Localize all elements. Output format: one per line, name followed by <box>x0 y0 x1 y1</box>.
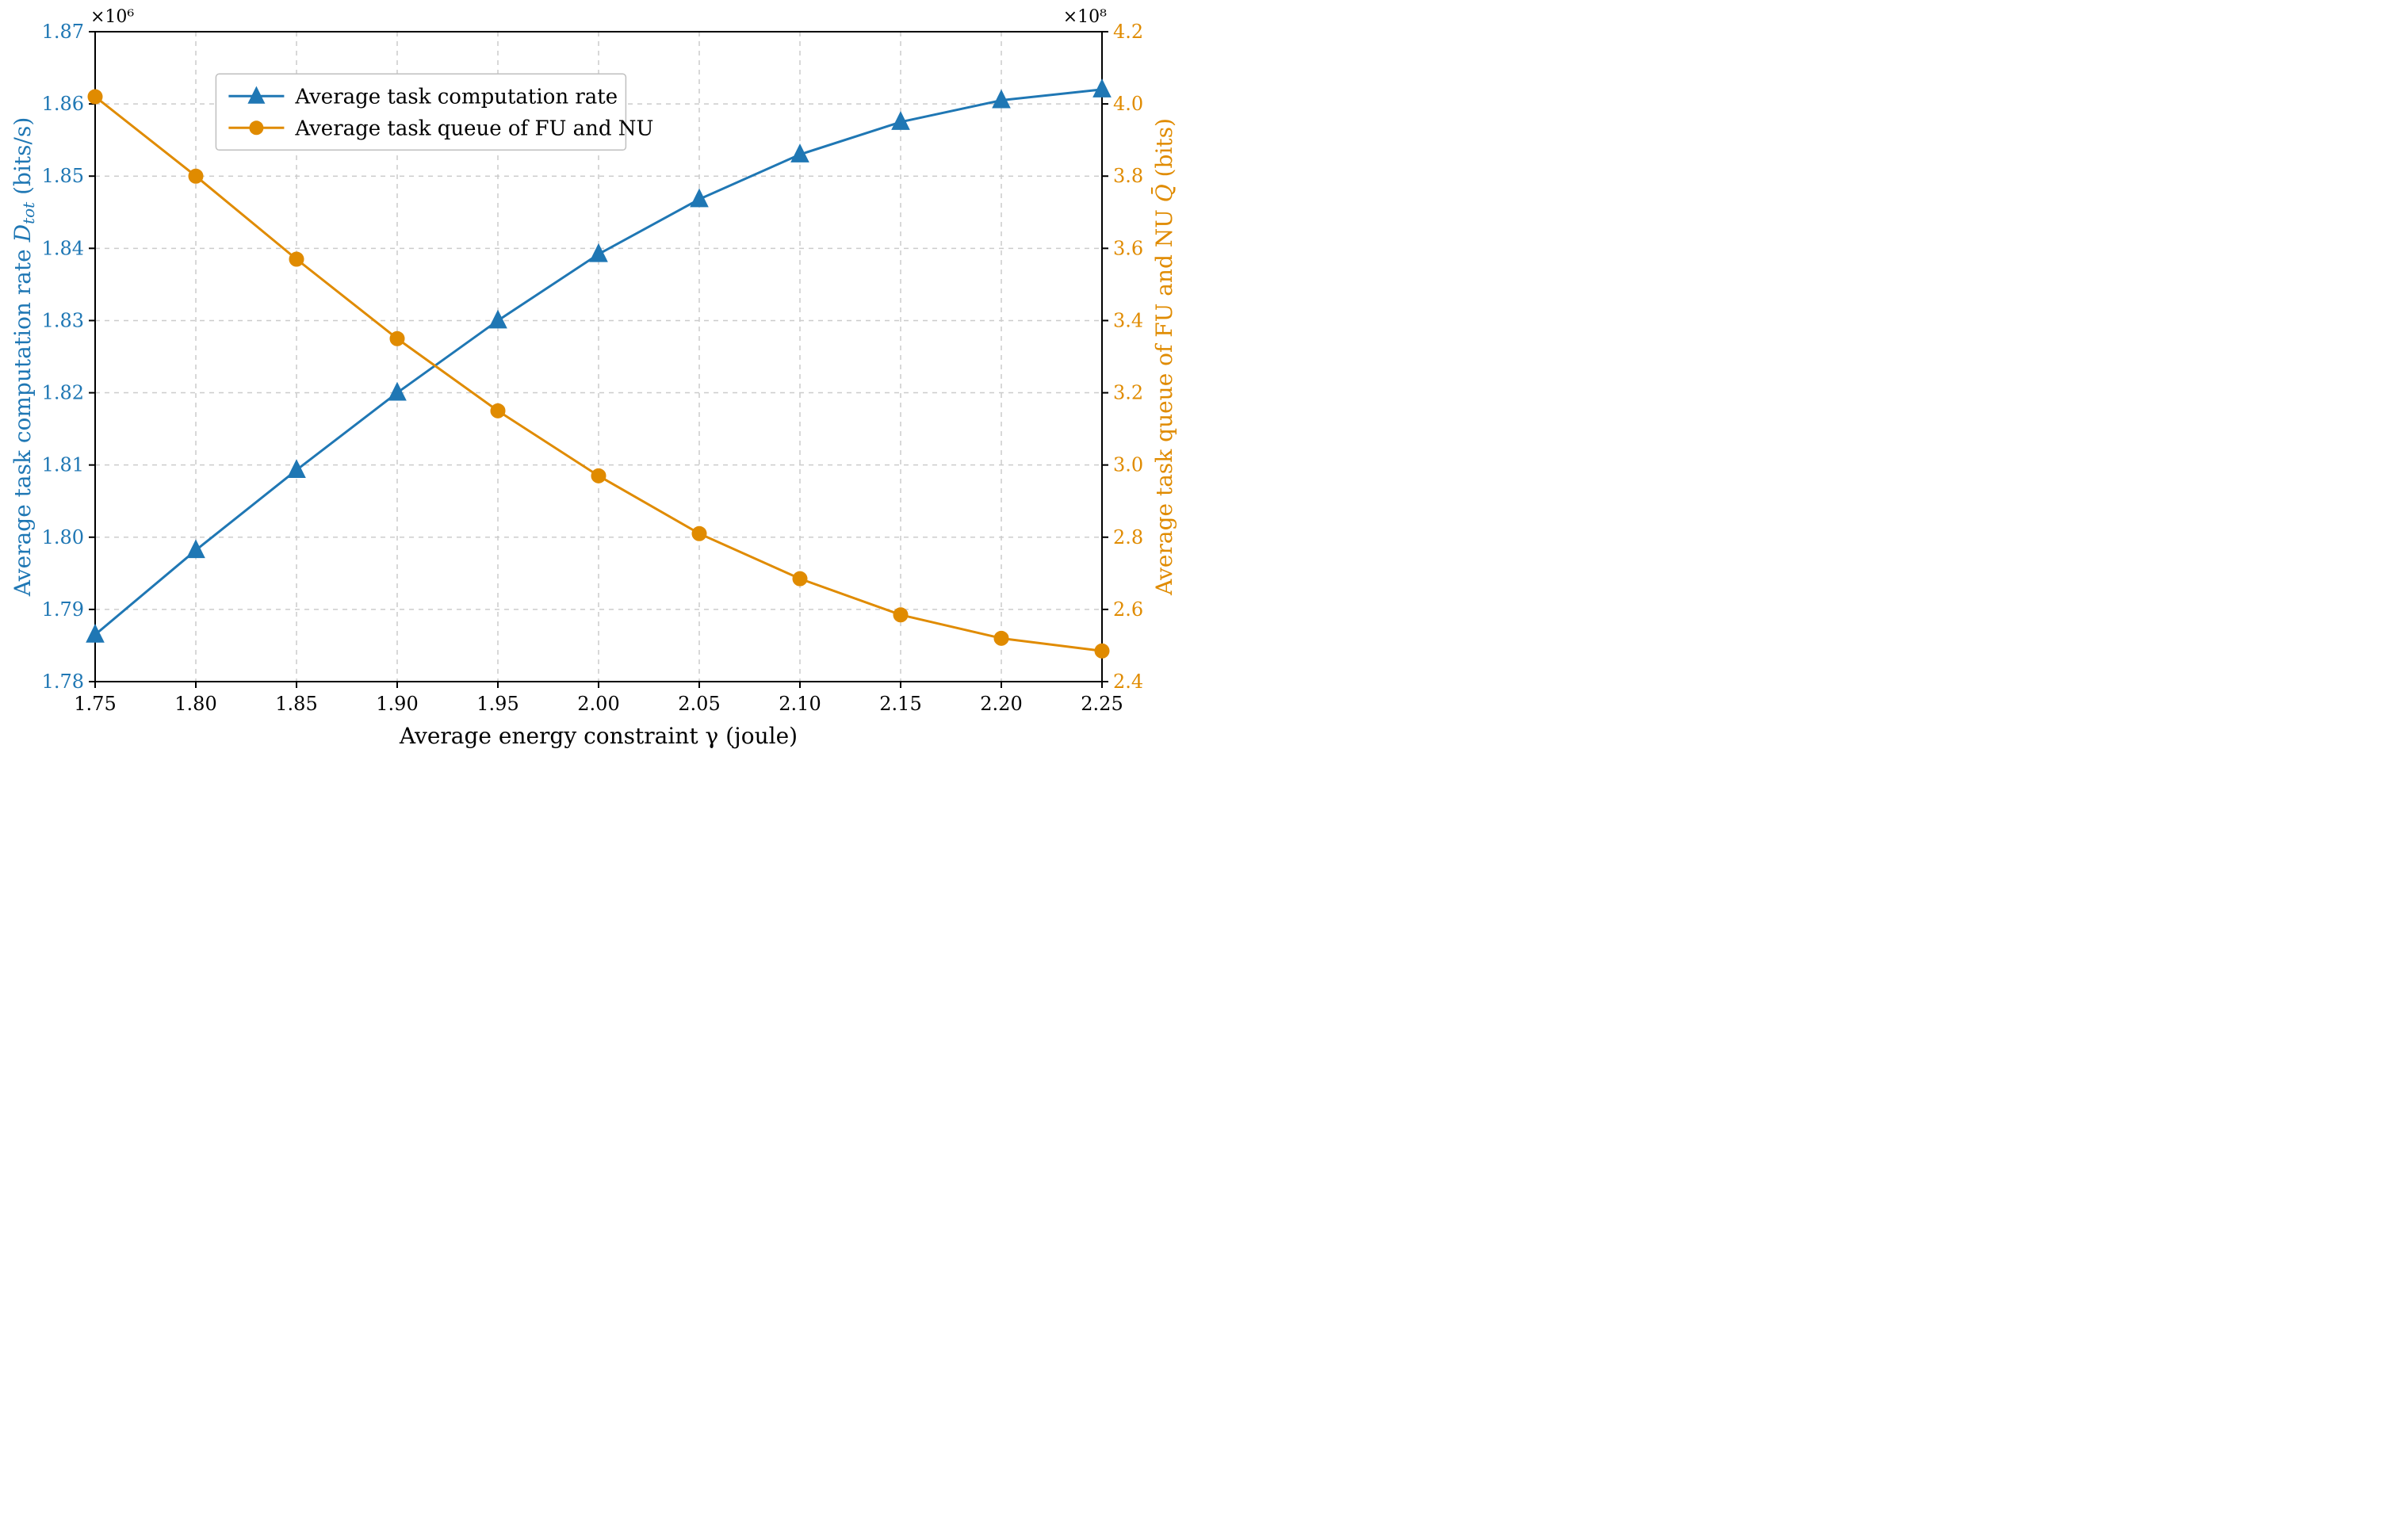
right-axis-title: Average task queue of FU and NU Q̄ (bits… <box>1150 118 1177 596</box>
right-tick-label: 3.6 <box>1113 237 1143 259</box>
circle-marker <box>289 252 304 266</box>
circle-marker <box>88 90 102 104</box>
left-tick-label: 1.84 <box>42 237 84 259</box>
left-tick-label: 1.81 <box>42 454 84 476</box>
chart-container: 1.75 1.80 1.85 1.90 1.95 2.00 2.05 2.10 2.15 2.20… <box>0 0 1201 770</box>
circle-marker <box>390 331 404 346</box>
x-tick-label: 1.75 <box>74 693 116 715</box>
left-tick-label: 1.83 <box>42 309 84 331</box>
x-tick-label: 2.05 <box>678 693 720 715</box>
right-tick-label: 3.4 <box>1113 309 1143 331</box>
x-axis-title: Average energy constraint γ (joule) <box>399 723 798 749</box>
circle-marker <box>591 468 606 483</box>
left-tick-label: 1.85 <box>42 165 84 187</box>
left-tick-label: 1.86 <box>42 93 84 115</box>
legend: Average task computation rate Average tas… <box>216 74 653 150</box>
left-tick-label: 1.78 <box>42 671 84 693</box>
circle-marker <box>893 608 908 622</box>
right-exponent-label: ×10⁸ <box>1063 7 1107 27</box>
x-tick-label: 2.10 <box>779 693 821 715</box>
x-tick-label: 2.00 <box>577 693 619 715</box>
right-tick-label: 3.0 <box>1113 454 1143 476</box>
left-tick-label: 1.87 <box>42 21 84 43</box>
circle-marker <box>793 571 807 586</box>
x-tick-label: 2.20 <box>980 693 1022 715</box>
x-tick-label: 1.85 <box>275 693 317 715</box>
x-tick-label: 1.80 <box>174 693 216 715</box>
circle-marker <box>491 403 505 418</box>
right-tick-label: 2.8 <box>1113 526 1143 548</box>
right-tick-label: 2.4 <box>1113 671 1143 693</box>
legend-label: Average task computation rate <box>294 85 618 109</box>
x-tick-label: 2.25 <box>1081 693 1123 715</box>
left-tick-label: 1.82 <box>42 382 84 404</box>
x-tick-label: 2.15 <box>879 693 921 715</box>
right-tick-label: 3.8 <box>1113 165 1143 187</box>
right-tick-label: 3.2 <box>1113 382 1143 404</box>
circle-marker <box>692 526 706 541</box>
left-exponent-label: ×10⁶ <box>90 7 134 27</box>
left-tick-label: 1.79 <box>42 598 84 621</box>
right-tick-label: 4.0 <box>1113 93 1143 115</box>
chart-svg: 1.75 1.80 1.85 1.90 1.95 2.00 2.05 2.10 2.15 2.20… <box>0 0 1201 770</box>
right-tick-label: 2.6 <box>1113 598 1143 621</box>
right-tick-label: 4.2 <box>1113 21 1143 43</box>
left-tick-label: 1.80 <box>42 526 84 548</box>
circle-marker <box>1095 644 1109 658</box>
circle-marker <box>994 631 1008 645</box>
x-tick-label: 1.95 <box>476 693 518 715</box>
circle-marker <box>189 169 203 183</box>
left-axis-title: Average task computation rate Dtot (bits… <box>10 117 38 598</box>
legend-label: Average task queue of FU and NU <box>294 117 653 140</box>
x-tick-label: 1.90 <box>376 693 418 715</box>
